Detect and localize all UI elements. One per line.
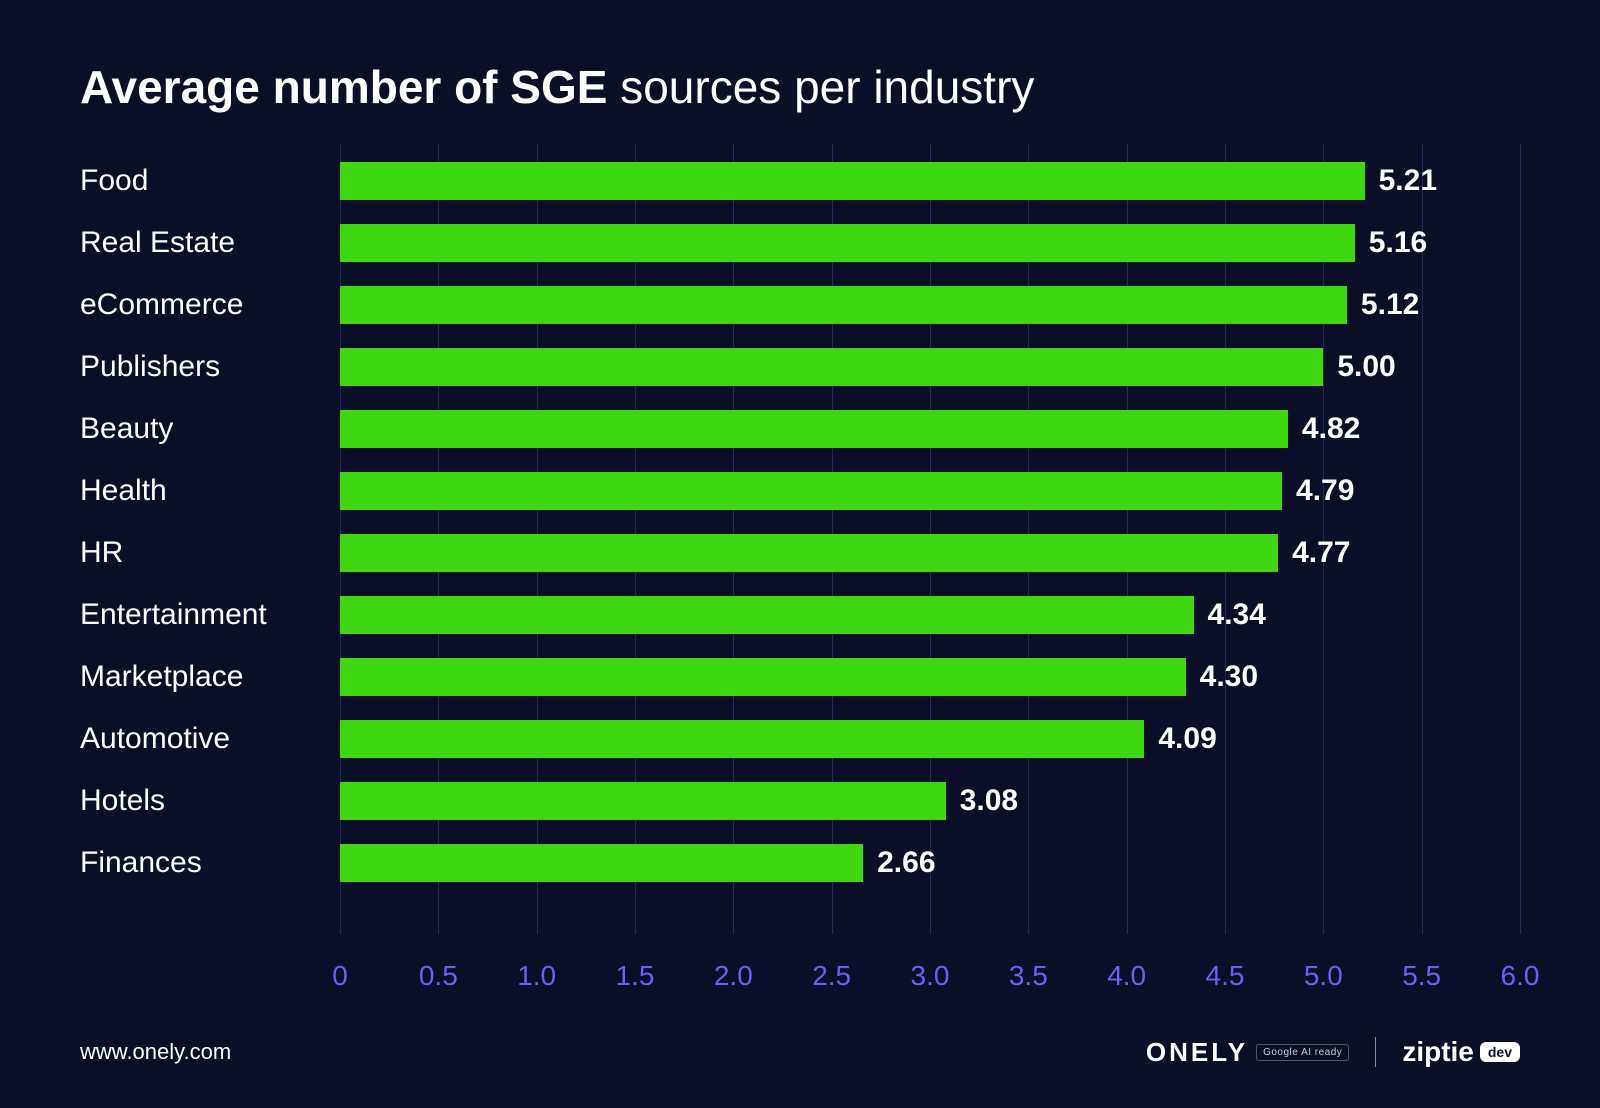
x-tick: 1.0 [517,960,556,992]
bar-row: 3.08 [340,770,1520,832]
bar-row: 4.09 [340,708,1520,770]
x-tick: 0.5 [419,960,458,992]
x-tick: 4.5 [1206,960,1245,992]
bar-value: 4.79 [1296,474,1354,508]
bar-row: 4.79 [340,460,1520,522]
x-tick: 2.5 [812,960,851,992]
logos: ONELY Google AI ready ziptie dev [1146,1036,1520,1068]
x-ticks: 00.51.01.52.02.53.03.54.04.55.05.56.0 [340,960,1520,996]
bar-value: 4.09 [1158,722,1216,756]
ziptie-text: ziptie [1402,1036,1474,1068]
category-label: Publishers [80,336,340,398]
title-light: sources per industry [607,61,1034,113]
category-label: Marketplace [80,646,340,708]
plot-area: 5.21 5.16 5.12 5.00 4.82 4.79 4.77 4.34 4.30 4.09… [340,144,1520,934]
category-label: Entertainment [80,584,340,646]
x-tick: 6.0 [1501,960,1540,992]
x-tick: 0 [332,960,348,992]
category-label: Automotive [80,708,340,770]
category-label: Food [80,150,340,212]
bar [340,844,863,882]
bar-value: 3.08 [960,784,1018,818]
bar [340,348,1323,386]
bar-row: 5.21 [340,150,1520,212]
onely-subtext: Google AI ready [1256,1044,1349,1061]
category-label: Finances [80,832,340,894]
bar-row: 4.30 [340,646,1520,708]
chart-container: Average number of SGE sources per indust… [0,0,1600,1108]
category-label: Hotels [80,770,340,832]
bar-row: 5.16 [340,212,1520,274]
category-label: eCommerce [80,274,340,336]
bar-row: 5.12 [340,274,1520,336]
bar [340,782,946,820]
bar [340,410,1288,448]
bar-row: 2.66 [340,832,1520,894]
category-label: Real Estate [80,212,340,274]
category-label: HR [80,522,340,584]
bar [340,596,1194,634]
bar [340,534,1278,572]
chart-title: Average number of SGE sources per indust… [80,60,1520,114]
bar-value: 5.21 [1379,164,1437,198]
bar-value: 4.82 [1302,412,1360,446]
x-tick: 1.5 [616,960,655,992]
logo-divider [1375,1037,1376,1067]
bar-value: 5.12 [1361,288,1419,322]
bar-value: 4.30 [1200,660,1258,694]
footer: www.onely.com ONELY Google AI ready zipt… [80,1036,1520,1068]
title-bold: Average number of SGE [80,61,607,113]
ziptie-badge: dev [1480,1042,1520,1062]
bar [340,162,1365,200]
gridline [1520,144,1521,934]
bar [340,472,1282,510]
bar-row: 4.77 [340,522,1520,584]
bar-value: 4.77 [1292,536,1350,570]
bar-row: 4.34 [340,584,1520,646]
x-tick: 5.0 [1304,960,1343,992]
bar-value: 2.66 [877,846,935,880]
bar [340,720,1144,758]
y-axis-labels: FoodReal EstateeCommercePublishersBeauty… [80,144,340,952]
x-tick: 3.0 [911,960,950,992]
bar-row: 4.82 [340,398,1520,460]
x-tick: 3.5 [1009,960,1048,992]
source-url: www.onely.com [80,1039,231,1065]
bar-value: 4.34 [1208,598,1266,632]
bar-value: 5.00 [1337,350,1395,384]
category-label: Beauty [80,398,340,460]
ziptie-logo: ziptie dev [1402,1036,1520,1068]
bars: 5.21 5.16 5.12 5.00 4.82 4.79 4.77 4.34 4.30 4.09… [340,144,1520,934]
x-tick: 4.0 [1107,960,1146,992]
onely-logo: ONELY Google AI ready [1146,1037,1349,1068]
onely-text: ONELY [1146,1037,1248,1068]
x-tick: 5.5 [1402,960,1441,992]
bar [340,286,1347,324]
x-tick: 2.0 [714,960,753,992]
bar [340,224,1355,262]
bar-value: 5.16 [1369,226,1427,260]
bar [340,658,1186,696]
category-label: Health [80,460,340,522]
chart-area: FoodReal EstateeCommercePublishersBeauty… [80,144,1520,952]
bar-row: 5.00 [340,336,1520,398]
x-axis-spacer [80,960,340,996]
x-axis: 00.51.01.52.02.53.03.54.04.55.05.56.0 [80,960,1520,996]
